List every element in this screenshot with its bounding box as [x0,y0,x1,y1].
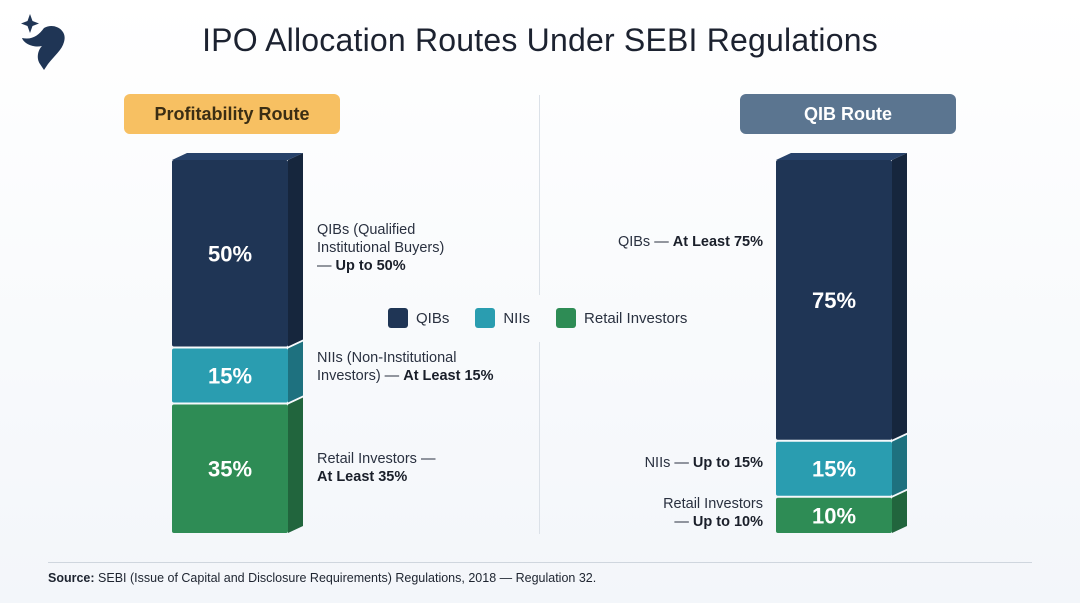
annotation-text: Retail Investors — [317,451,436,467]
bar-side-profitability-qibs [288,153,303,347]
legend-label: QIBs [416,309,450,327]
profitability-route-heading: Profitability Route [124,94,340,134]
bar-segment-profitability-niis [172,348,288,403]
bar-top-profitability [172,153,303,160]
annotation-value: Up to 15% [692,455,763,471]
legend-label: Retail Investors [584,309,688,327]
bar-segment-qib-route-qibs [776,160,892,440]
bar-label-qib-route-niis: 15% [812,457,856,482]
bar-segment-qib-route-niis [776,441,892,496]
center-divider-top [539,95,540,295]
bar-label-qib-route-retail: 10% [812,503,856,528]
legend-swatch-retail [556,308,577,328]
annotation-value: At Least 75% [672,234,763,250]
annotation-value: At Least 35% [317,469,408,485]
annotation-profit-qibs: QIBs (Qualified Institutional Buyers) — … [317,221,444,275]
legend-item-retail: Retail Investors [556,308,687,328]
source-text: SEBI (Issue of Capital and Disclosure Re… [94,571,597,585]
legend: QIBs NIIs Retail Investors [388,308,713,328]
bar-side-profitability-niis [288,341,303,403]
source-label: Source: [48,571,95,585]
annotation-profit-retail: Retail Investors — At Least 35% [317,450,435,486]
bar-side-qib-route-retail [892,490,907,533]
annotation-text: NIIs — [644,455,693,471]
bar-label-profitability-retail: 35% [208,457,252,482]
annotation-text: NIIs (Non-Institutional [317,350,457,366]
annotation-text: Investors) — [317,368,404,384]
bar-label-profitability-qibs: 50% [208,241,252,266]
bar-segment-qib-route-retail [776,497,892,533]
page-title: IPO Allocation Routes Under SEBI Regulat… [202,22,878,58]
legend-swatch-niis [475,308,496,328]
annotation-value: At Least 15% [403,368,494,384]
annotation-text: QIBs (Qualified [317,222,416,238]
qib-route-heading: QIB Route [740,94,956,134]
annotation-text: — [317,258,336,274]
bar-segment-profitability-retail [172,404,288,533]
legend-item-niis: NIIs [475,308,530,328]
annotation-text: Institutional Buyers) [317,240,445,256]
bar-label-profitability-niis: 15% [208,363,252,388]
annotation-qib-niis: NIIs — Up to 15% [645,454,763,472]
annotation-qib-qibs: QIBs — At Least 75% [618,233,763,251]
annotation-text: — [674,514,693,530]
annotation-qib-retail: Retail Investors — Up to 10% [663,495,763,531]
legend-swatch-qibs [388,308,408,328]
legend-label: NIIs [503,309,531,327]
source-note: Source: SEBI (Issue of Capital and Discl… [48,571,596,585]
brand-logo-icon [21,14,65,70]
annotation-text: Retail Investors [663,496,763,512]
center-divider-bottom [539,342,540,534]
footer-divider [48,562,1032,563]
bar-label-qib-route-qibs: 75% [812,288,856,313]
annotation-value: Up to 10% [692,514,763,530]
bar-side-profitability-retail [288,397,303,533]
bar-side-qib-route-qibs [892,153,907,440]
annotation-text: QIBs — [617,234,673,250]
bar-top-qib-route [776,153,907,160]
annotation-value: Up to 50% [335,258,406,274]
bar-side-qib-route-niis [892,434,907,496]
annotation-profit-niis: NIIs (Non-Institutional Investors) — At … [317,349,493,385]
legend-item-qibs: QIBs [388,308,449,328]
bar-segment-profitability-qibs [172,160,288,347]
